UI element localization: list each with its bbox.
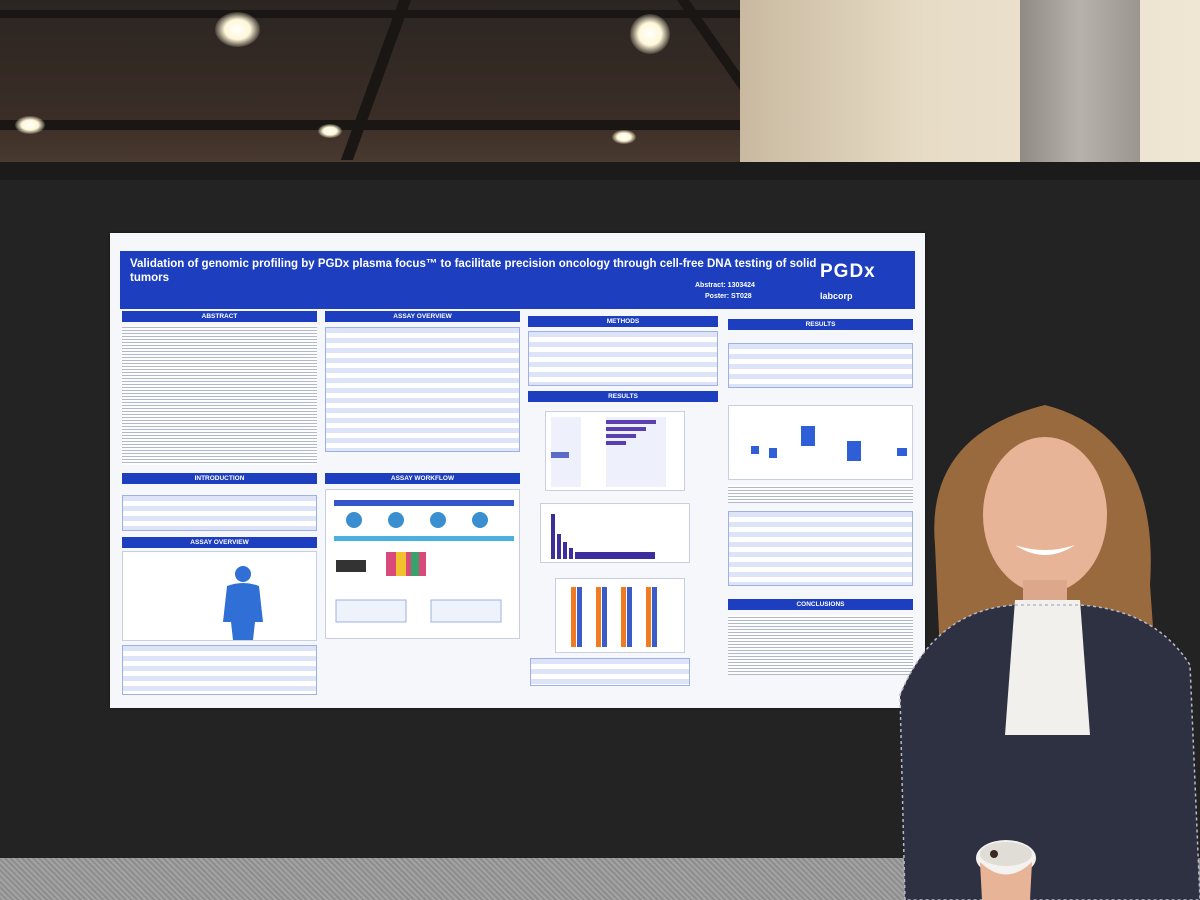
research-poster: Validation of genomic profiling by PGDx … bbox=[110, 233, 925, 708]
coffee-cup-icon bbox=[976, 840, 1036, 900]
ceiling-light bbox=[630, 14, 670, 54]
sensitivity-boxplots bbox=[728, 405, 913, 480]
accuracy-bar-figure bbox=[555, 578, 685, 653]
poster-header: Validation of genomic profiling by PGDx … bbox=[120, 251, 915, 309]
workflow-diagram bbox=[325, 489, 520, 639]
assay-specifications-table bbox=[325, 327, 520, 452]
alteration-bars-graphic bbox=[551, 514, 655, 559]
repeatability-table bbox=[728, 511, 913, 586]
alteration-bar-figure bbox=[540, 503, 690, 563]
workflow-steps-graphic bbox=[334, 500, 514, 623]
labcorp-logo: labcorp bbox=[820, 291, 853, 301]
ceiling-light bbox=[318, 124, 342, 138]
section-assay-overview: ASSAY OVERVIEW bbox=[325, 311, 520, 322]
section-assay-overview-2: ASSAY OVERVIEW bbox=[122, 537, 317, 548]
section-assay-workflow: ASSAY WORKFLOW bbox=[325, 473, 520, 484]
conclusions-text bbox=[728, 615, 913, 675]
ceiling-light bbox=[15, 116, 45, 134]
liquid-biopsy-table bbox=[122, 495, 317, 531]
section-results-top: RESULTS bbox=[728, 319, 913, 330]
concrete-pillar bbox=[1020, 0, 1140, 190]
ceiling-light bbox=[612, 130, 636, 144]
methods-table bbox=[528, 331, 718, 386]
results-notes bbox=[728, 485, 913, 503]
section-conclusions: CONCLUSIONS bbox=[728, 599, 913, 610]
heatmap-graphic bbox=[551, 417, 666, 487]
poster-title: Validation of genomic profiling by PGDx … bbox=[130, 258, 817, 284]
section-methods: METHODS bbox=[528, 316, 718, 327]
ceiling-beam bbox=[0, 10, 740, 18]
analytical-specificity-table bbox=[728, 343, 913, 388]
human-silhouette-icon bbox=[223, 566, 263, 640]
tumor-types-figure bbox=[122, 551, 317, 641]
accuracy-bars-graphic bbox=[571, 587, 657, 647]
section-abstract: ABSTRACT bbox=[122, 311, 317, 322]
abstract-text bbox=[122, 325, 317, 465]
section-results-mid: RESULTS bbox=[528, 391, 718, 402]
presenter-person bbox=[899, 405, 1200, 900]
boxplot-graphic bbox=[751, 426, 907, 461]
gene-list-table bbox=[122, 645, 317, 695]
accuracy-table bbox=[530, 658, 690, 686]
section-introduction: INTRODUCTION bbox=[122, 473, 317, 484]
result-summary-heatmap bbox=[545, 411, 685, 491]
ceiling-beam bbox=[0, 120, 740, 130]
pgdx-logo: PGDx bbox=[820, 261, 876, 282]
poster-number: Poster: ST028 bbox=[705, 293, 752, 300]
abstract-number: Abstract: 1303424 bbox=[695, 282, 755, 289]
ceiling-light bbox=[215, 12, 260, 47]
